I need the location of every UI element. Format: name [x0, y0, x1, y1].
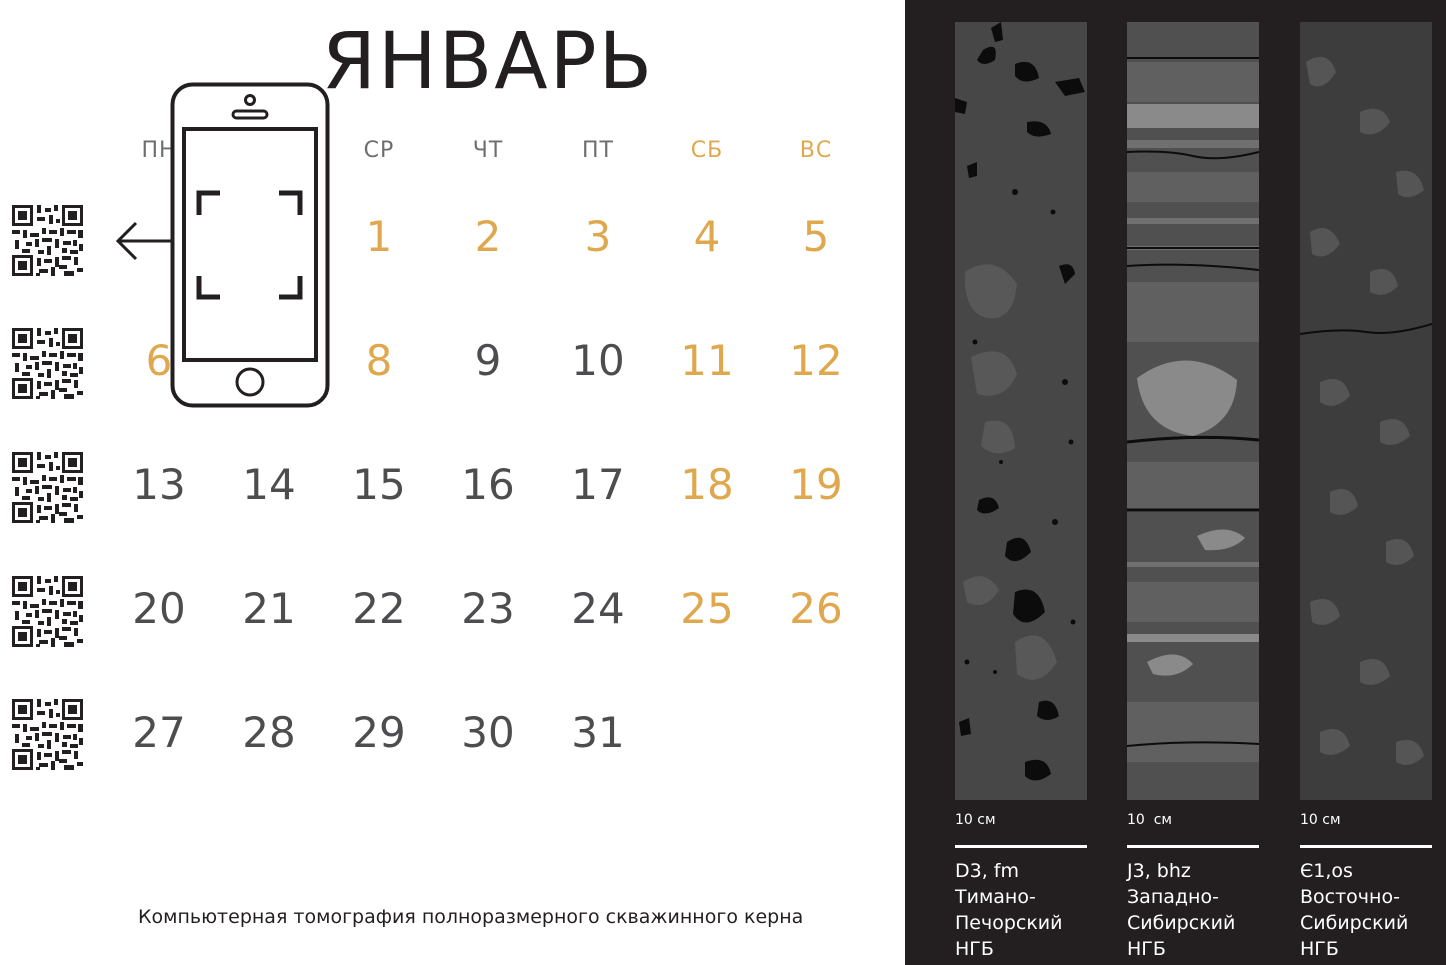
- core-scale-label: 10 см: [1300, 812, 1341, 828]
- calendar-day: 20: [132, 584, 186, 633]
- calendar-day: 5: [802, 212, 830, 261]
- calendar-day: 2: [474, 212, 502, 261]
- calendar-day: 6: [145, 336, 173, 385]
- calendar-day: 16: [461, 460, 515, 509]
- calendar-day: 30: [461, 708, 515, 757]
- core-basin: НГБ: [955, 938, 994, 960]
- calendar-day: 27: [132, 708, 186, 757]
- core-images-panel: 10 см 10 см 10 см D3, fm Тимано- Печорск…: [905, 0, 1446, 965]
- qr-code-icon[interactable]: [12, 205, 83, 276]
- core-divider: [1127, 845, 1259, 848]
- core-basin: Сибирский: [1127, 912, 1236, 934]
- calendar-day: 12: [789, 336, 843, 385]
- core-divider: [1300, 845, 1432, 848]
- core-basin: НГБ: [1127, 938, 1166, 960]
- core-divider: [955, 845, 1087, 848]
- core-scale-label: 10 см: [1127, 812, 1172, 828]
- calendar-day: 4: [693, 212, 721, 261]
- calendar-day: 21: [242, 584, 296, 633]
- core-basin: Западно-: [1127, 886, 1219, 908]
- weekday-thu: ЧТ: [472, 138, 504, 163]
- weekday-wed: СР: [363, 138, 395, 163]
- calendar-day: 22: [352, 584, 406, 633]
- core-age: Є1,os: [1300, 860, 1353, 882]
- calendar-day: 13: [132, 460, 186, 509]
- weekday-fri: ПТ: [582, 138, 614, 163]
- calendar-day: 19: [789, 460, 843, 509]
- smartphone-scan-icon: [170, 82, 330, 408]
- core-scale-label: 10 см: [955, 812, 996, 828]
- core-age: J3, bhz: [1127, 860, 1191, 882]
- core-image: [1127, 22, 1259, 800]
- calendar-day: 8: [365, 336, 393, 385]
- core-image: [1300, 22, 1432, 800]
- calendar-day: 14: [242, 460, 296, 509]
- weekday-sun: ВС: [799, 138, 833, 163]
- calendar-day: 17: [571, 460, 625, 509]
- core-basin: Тимано-: [955, 886, 1036, 908]
- weekday-mon: ПН: [141, 138, 177, 163]
- calendar-day: 18: [680, 460, 734, 509]
- core-basin: Восточно-: [1300, 886, 1400, 908]
- core-age: D3, fm: [955, 860, 1019, 882]
- calendar-day: 15: [352, 460, 406, 509]
- weekday-sat: СБ: [690, 138, 724, 163]
- core-image: [955, 22, 1087, 800]
- core-basin: Сибирский: [1300, 912, 1409, 934]
- core-label: J3, bhz Западно- Сибирский НГБ: [1127, 858, 1267, 962]
- qr-code-icon[interactable]: [12, 699, 83, 770]
- arrow-left-icon: [115, 221, 176, 261]
- calendar-day: 25: [680, 584, 734, 633]
- calendar-caption: Компьютерная томография полноразмерного …: [138, 906, 804, 928]
- calendar-day: 1: [365, 212, 393, 261]
- qr-code-icon[interactable]: [12, 452, 83, 523]
- calendar-day: 3: [584, 212, 612, 261]
- core-basin: НГБ: [1300, 938, 1339, 960]
- calendar-day: 31: [571, 708, 625, 757]
- core-label: Є1,os Восточно- Сибирский НГБ: [1300, 858, 1440, 962]
- core-label: D3, fm Тимано- Печорский НГБ: [955, 858, 1095, 962]
- calendar-day: 29: [352, 708, 406, 757]
- qr-code-icon[interactable]: [12, 576, 83, 647]
- calendar-day: 11: [680, 336, 734, 385]
- month-title: ЯНВАРЬ: [321, 17, 655, 107]
- core-basin: Печорский: [955, 912, 1063, 934]
- calendar-day: 10: [571, 336, 625, 385]
- calendar-day: 23: [461, 584, 515, 633]
- calendar-day: 24: [571, 584, 625, 633]
- calendar-day: 9: [474, 336, 502, 385]
- calendar-day: 26: [789, 584, 843, 633]
- qr-code-icon[interactable]: [12, 328, 83, 399]
- calendar-day: 28: [242, 708, 296, 757]
